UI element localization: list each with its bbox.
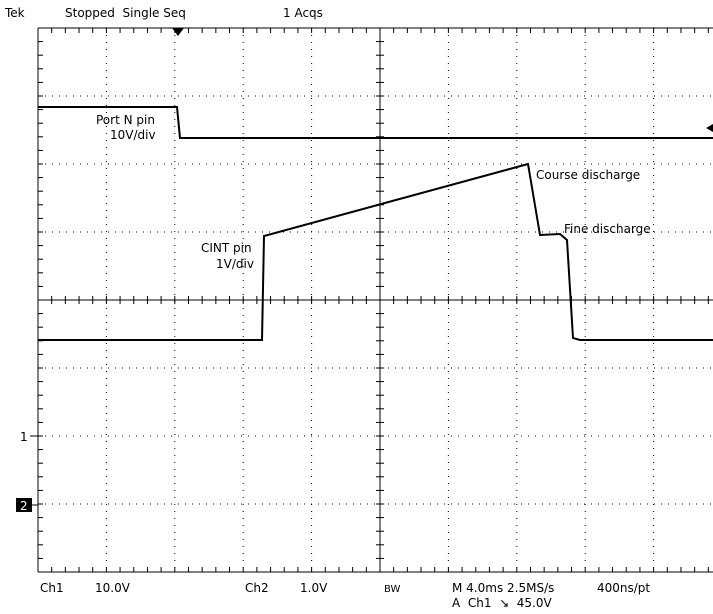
footer-ch2-volts: 1.0V — [300, 581, 328, 595]
ch1-label: Port N pin — [96, 113, 155, 127]
trigger-level — [706, 124, 713, 132]
ch1-scale: 10V/div — [110, 128, 156, 142]
ch2-marker-box — [16, 498, 32, 512]
footer-trigger: A Ch1 ↘ 45.0V — [452, 596, 552, 610]
status: Stopped Single Seq — [65, 6, 186, 20]
ch2-trace — [38, 162, 713, 341]
ch2-label: CINT pin — [201, 241, 252, 255]
annotation: Fine discharge — [564, 222, 651, 236]
ch2-scale: 1V/div — [216, 257, 254, 271]
footer-ch2: Ch2 — [245, 581, 269, 595]
brand: Tek — [4, 6, 25, 20]
footer-ch1-volts: 10.0V — [95, 581, 131, 595]
acquisitions: 1 Acqs — [283, 6, 323, 20]
trigger-position — [172, 28, 184, 36]
ch1-trace — [38, 106, 713, 139]
ch1-marker: 1 — [20, 430, 28, 444]
footer-timebase: M 4.0ms 2.5MS/s — [452, 581, 554, 595]
footer-resolution: 400ns/pt — [597, 581, 650, 595]
annotation: Course discharge — [536, 168, 640, 182]
footer-ch1: Ch1 — [40, 581, 64, 595]
ch2-marker: 2 — [20, 499, 28, 513]
footer-bw: BW — [384, 584, 401, 595]
